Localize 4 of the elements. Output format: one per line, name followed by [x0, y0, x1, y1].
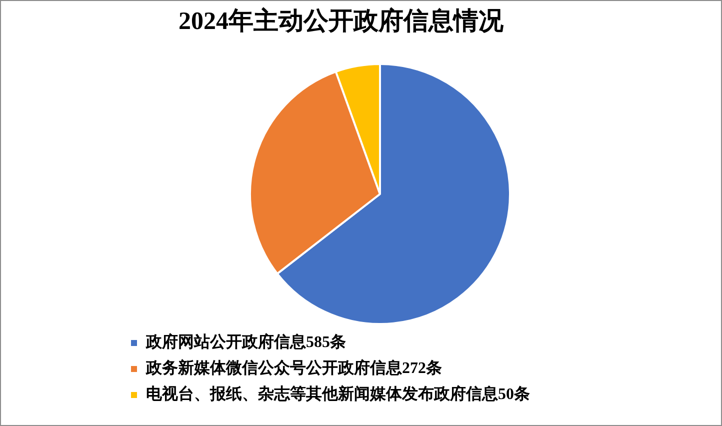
- chart-title: 2024年主动公开政府信息情况: [178, 6, 504, 37]
- legend-label: 政务新媒体微信公众号公开政府信息272条: [145, 358, 442, 378]
- legend-label: 政府网站公开政府信息585条: [145, 332, 346, 352]
- legend-label: 电视台、报纸、杂志等其他新闻媒体发布政府信息50条: [146, 384, 530, 404]
